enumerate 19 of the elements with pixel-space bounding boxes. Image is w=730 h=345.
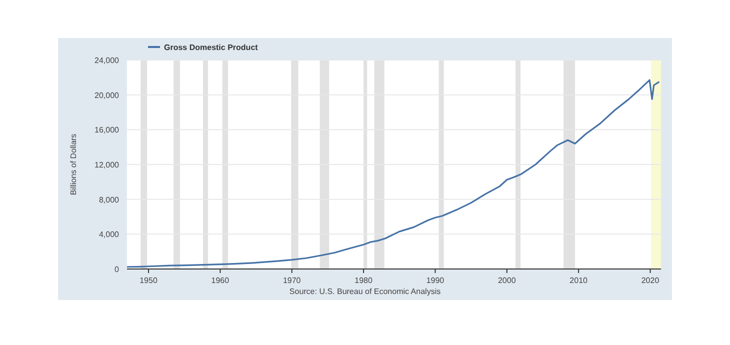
- x-tick-label: 1980: [354, 276, 373, 285]
- x-tick-label: 2000: [498, 276, 516, 285]
- y-tick-label: 0: [114, 265, 120, 274]
- x-tick-label: 1990: [426, 276, 445, 285]
- x-tick-label: 1960: [211, 276, 230, 285]
- y-axis-title: Billions of Dollars: [69, 134, 78, 196]
- line-series: [126, 79, 660, 268]
- y-tick-label: 20,000: [94, 90, 120, 100]
- x-tick-label: 2010: [570, 276, 588, 285]
- source-note: Source: U.S. Bureau of Economic Analysis: [289, 287, 441, 296]
- y-tick-label: 12,000: [94, 160, 120, 170]
- x-tick-label: 2020: [641, 276, 660, 285]
- legend-label: Gross Domestic Product: [164, 43, 258, 52]
- x-tick-label: 1970: [282, 276, 302, 285]
- y-tick-label: 8,000: [98, 195, 120, 204]
- x-tick-label: 1950: [140, 276, 158, 285]
- y-tick-label: 4,000: [98, 230, 120, 240]
- y-tick-label: 16,000: [94, 126, 120, 135]
- y-tick-label: 24,000: [94, 56, 120, 65]
